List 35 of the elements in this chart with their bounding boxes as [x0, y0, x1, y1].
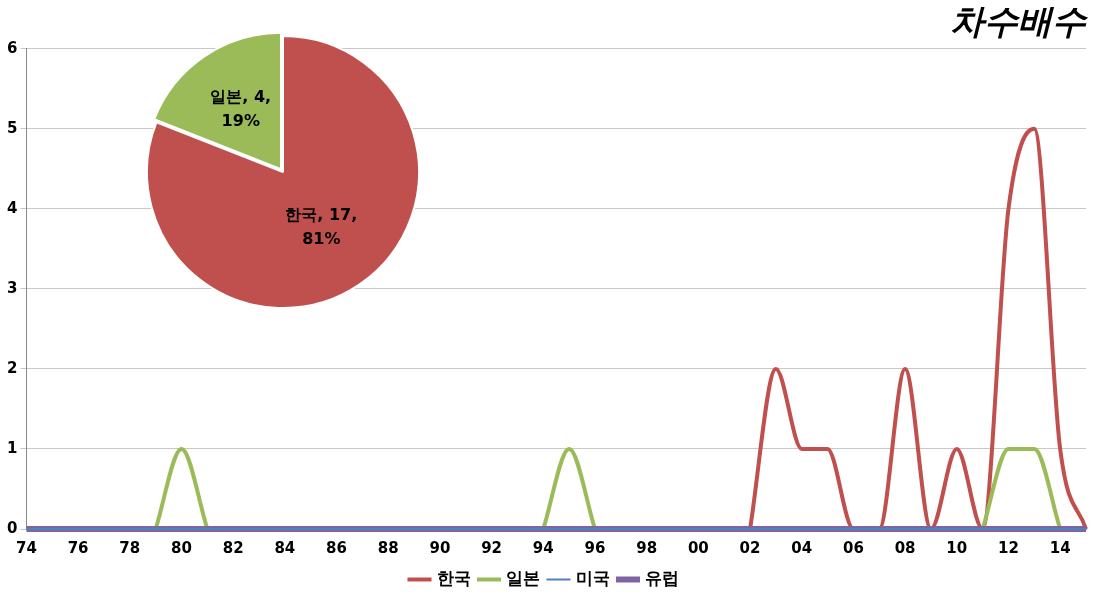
slice-label: 일본, 4, 19%	[210, 87, 272, 131]
x-tick-label: 78	[119, 538, 141, 557]
legend-label: 일본	[506, 567, 540, 588]
x-tick-label: 88	[377, 538, 399, 557]
y-tick-label: 3	[7, 278, 18, 297]
y-tick-label: 1	[7, 438, 18, 457]
x-tick-label: 92	[481, 538, 503, 557]
x-tick-label: 04	[791, 538, 813, 557]
x-tick-label: 12	[998, 538, 1019, 557]
y-tick-label: 6	[7, 38, 18, 57]
y-tick-label: 5	[7, 118, 18, 137]
y-tick-label: 2	[7, 358, 18, 377]
x-tick-label: 08	[894, 538, 916, 557]
chart-title: 차수배수	[950, 1, 1088, 42]
x-tick-label: 80	[171, 538, 192, 557]
x-tick-label: 82	[222, 538, 244, 557]
y-tick-label: 0	[7, 518, 18, 537]
x-tick-label: 00	[687, 538, 709, 557]
x-tick-label: 96	[584, 538, 606, 557]
x-tick-label: 98	[636, 538, 658, 557]
x-tick-label: 94	[532, 538, 554, 557]
x-tick-label: 06	[842, 538, 864, 557]
x-tick-label: 76	[67, 538, 89, 557]
x-tick-label: 14	[1049, 538, 1071, 557]
x-tick-label: 84	[274, 538, 296, 557]
legend-label: 미국	[575, 567, 610, 588]
x-tick-label: 02	[739, 538, 761, 557]
legend-label: 한국	[436, 567, 471, 588]
x-tick-label: 74	[16, 538, 37, 557]
x-tick-label: 10	[946, 538, 968, 557]
slice-label: 한국, 17, 81%	[285, 205, 358, 249]
x-tick-label: 86	[326, 538, 347, 557]
x-tick-label: 90	[429, 538, 451, 557]
y-tick-label: 4	[7, 198, 18, 217]
legend-label: 유럽	[645, 567, 679, 588]
